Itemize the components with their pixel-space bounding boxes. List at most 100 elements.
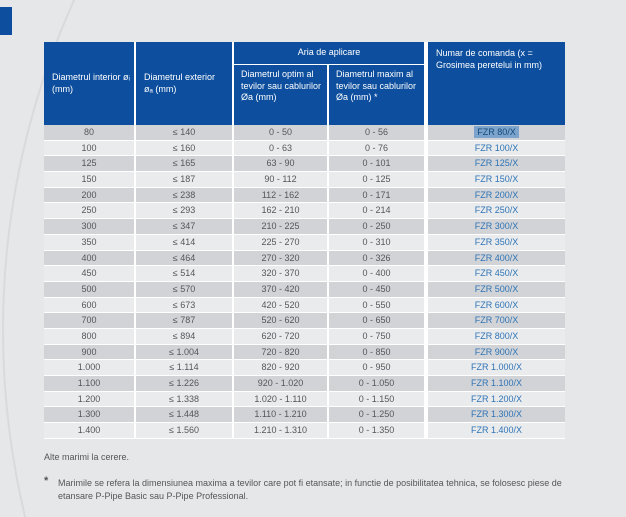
optim-cell: 920 - 1.020 xyxy=(234,376,327,391)
table-row: 350 ≤ 414 225 - 270 0 - 310 FZR 350/X xyxy=(44,234,565,251)
header-aria-de-aplicare: Aria de aplicare xyxy=(234,42,424,64)
header-diametrul-exterior-label: Diametrul exterior øₐ (mm) xyxy=(144,72,216,94)
exterior-cell: ≤ 894 xyxy=(136,328,232,344)
maxim-cell: 0 - 76 xyxy=(329,140,424,156)
optim-cell: 225 - 270 xyxy=(234,234,327,250)
exterior-cell: ≤ 1.448 xyxy=(136,407,232,423)
optim-cell: 620 - 720 xyxy=(234,328,327,344)
maxim-cell: 0 - 850 xyxy=(329,344,424,360)
optim-cell: 820 - 920 xyxy=(234,360,327,375)
maxim-cell: 0 - 450 xyxy=(329,281,424,297)
order-code-link[interactable]: FZR 100/X xyxy=(428,140,565,156)
optim-cell: 720 - 820 xyxy=(234,344,327,360)
order-code-link[interactable]: FZR 700/X xyxy=(428,313,565,328)
table-row: 900 ≤ 1.004 720 - 820 0 - 850 FZR 900/X xyxy=(44,344,565,361)
table-row: 1.000 ≤ 1.114 820 - 920 0 - 950 FZR 1.000/X xyxy=(44,360,565,376)
order-code-link[interactable]: FZR 800/X xyxy=(428,328,565,344)
exterior-cell: ≤ 140 xyxy=(136,125,232,140)
table-header: Diametrul interior øᵢ (mm) Diametrul ext… xyxy=(44,42,565,125)
footnote-star: * xyxy=(44,475,49,487)
maxim-cell: 0 - 650 xyxy=(329,313,424,328)
exterior-cell: ≤ 1.226 xyxy=(136,376,232,391)
table-row: 125 ≤ 165 63 - 90 0 - 101 FZR 125/X xyxy=(44,156,565,172)
table-row: 1.100 ≤ 1.226 920 - 1.020 0 - 1.050 FZR 1.10… xyxy=(44,376,565,392)
header-aria-de-aplicare-label: Aria de aplicare xyxy=(297,47,361,58)
table-row: 500 ≤ 570 370 - 420 0 - 450 FZR 500/X xyxy=(44,281,565,298)
selection-highlight: FZR 80/X xyxy=(474,126,519,138)
interior-cell: 500 xyxy=(44,281,134,297)
order-code-link[interactable]: FZR 500/X xyxy=(428,281,565,297)
interior-cell: 400 xyxy=(44,250,134,266)
exterior-cell: ≤ 1.004 xyxy=(136,344,232,360)
header-numar-comanda: Numar de comanda (x = Grosimea peretelui… xyxy=(428,42,565,125)
table-row: 100 ≤ 160 0 - 63 0 - 76 FZR 100/X xyxy=(44,140,565,157)
order-code-link[interactable]: FZR 1.000/X xyxy=(428,360,565,375)
maxim-cell: 0 - 214 xyxy=(329,203,424,219)
exterior-cell: ≤ 514 xyxy=(136,266,232,281)
header-diametrul-interior: Diametrul interior øᵢ (mm) xyxy=(44,42,134,125)
maxim-cell: 0 - 400 xyxy=(329,266,424,281)
exterior-cell: ≤ 570 xyxy=(136,281,232,297)
order-code-link[interactable]: FZR 450/X xyxy=(428,266,565,281)
table-row: 80 ≤ 140 0 - 50 0 - 56 FZR 80/X xyxy=(44,125,565,141)
interior-cell: 1.000 xyxy=(44,360,134,375)
maxim-cell: 0 - 1.150 xyxy=(329,391,424,407)
exterior-cell: ≤ 347 xyxy=(136,219,232,234)
optim-cell: 520 - 620 xyxy=(234,313,327,328)
order-code-link[interactable]: FZR 300/X xyxy=(428,219,565,234)
order-code-link[interactable]: FZR 200/X xyxy=(428,187,565,203)
order-code-link[interactable]: FZR 1.400/X xyxy=(428,423,565,438)
order-code-link[interactable]: FZR 80/X xyxy=(428,125,565,140)
order-code-link[interactable]: FZR 250/X xyxy=(428,203,565,219)
exterior-cell: ≤ 1.114 xyxy=(136,360,232,375)
optim-cell: 1.210 - 1.310 xyxy=(234,423,327,438)
optim-cell: 320 - 370 xyxy=(234,266,327,281)
maxim-cell: 0 - 250 xyxy=(329,219,424,234)
order-code-link[interactable]: FZR 1.200/X xyxy=(428,391,565,407)
table-row: 450 ≤ 514 320 - 370 0 - 400 FZR 450/X xyxy=(44,266,565,282)
interior-cell: 250 xyxy=(44,203,134,219)
order-code-link[interactable]: FZR 900/X xyxy=(428,344,565,360)
interior-cell: 1.100 xyxy=(44,376,134,391)
exterior-cell: ≤ 414 xyxy=(136,234,232,250)
maxim-cell: 0 - 310 xyxy=(329,234,424,250)
order-code-link[interactable]: FZR 1.100/X xyxy=(428,376,565,391)
order-code-link[interactable]: FZR 1.300/X xyxy=(428,407,565,423)
page-edge-tab xyxy=(0,7,12,35)
optim-cell: 1.020 - 1.110 xyxy=(234,391,327,407)
interior-cell: 900 xyxy=(44,344,134,360)
interior-cell: 350 xyxy=(44,234,134,250)
table-row: 700 ≤ 787 520 - 620 0 - 650 FZR 700/X xyxy=(44,313,565,329)
table-row: 150 ≤ 187 90 - 112 0 - 125 FZR 150/X xyxy=(44,172,565,188)
table-row: 600 ≤ 673 420 - 520 0 - 550 FZR 600/X xyxy=(44,297,565,314)
exterior-cell: ≤ 673 xyxy=(136,297,232,313)
exterior-cell: ≤ 160 xyxy=(136,140,232,156)
interior-cell: 600 xyxy=(44,297,134,313)
optim-cell: 0 - 50 xyxy=(234,125,327,140)
table-row: 200 ≤ 238 112 - 162 0 - 171 FZR 200/X xyxy=(44,187,565,204)
order-code-link[interactable]: FZR 350/X xyxy=(428,234,565,250)
maxim-cell: 0 - 950 xyxy=(329,360,424,375)
interior-cell: 1.400 xyxy=(44,423,134,438)
exterior-cell: ≤ 464 xyxy=(136,250,232,266)
exterior-cell: ≤ 165 xyxy=(136,156,232,172)
interior-cell: 450 xyxy=(44,266,134,281)
optim-cell: 370 - 420 xyxy=(234,281,327,297)
order-code-link[interactable]: FZR 125/X xyxy=(428,156,565,172)
interior-cell: 150 xyxy=(44,172,134,187)
optim-cell: 0 - 63 xyxy=(234,140,327,156)
exterior-cell: ≤ 187 xyxy=(136,172,232,187)
order-code-link[interactable]: FZR 150/X xyxy=(428,172,565,187)
exterior-cell: ≤ 1.560 xyxy=(136,423,232,438)
interior-cell: 700 xyxy=(44,313,134,328)
header-diametrul-maxim: Diametrul maxim al tevilor sau cablurilo… xyxy=(329,65,424,125)
maxim-cell: 0 - 1.350 xyxy=(329,423,424,438)
optim-cell: 90 - 112 xyxy=(234,172,327,187)
order-code-link[interactable]: FZR 600/X xyxy=(428,297,565,313)
table-row: 1.300 ≤ 1.448 1.110 - 1.210 0 - 1.250 FZR 1.… xyxy=(44,407,565,423)
order-code-link[interactable]: FZR 400/X xyxy=(428,250,565,266)
table-row: 1.400 ≤ 1.560 1.210 - 1.310 0 - 1.350 FZR 1.… xyxy=(44,423,565,439)
maxim-cell: 0 - 326 xyxy=(329,250,424,266)
spec-table: Diametrul interior øᵢ (mm) Diametrul ext… xyxy=(44,42,565,439)
